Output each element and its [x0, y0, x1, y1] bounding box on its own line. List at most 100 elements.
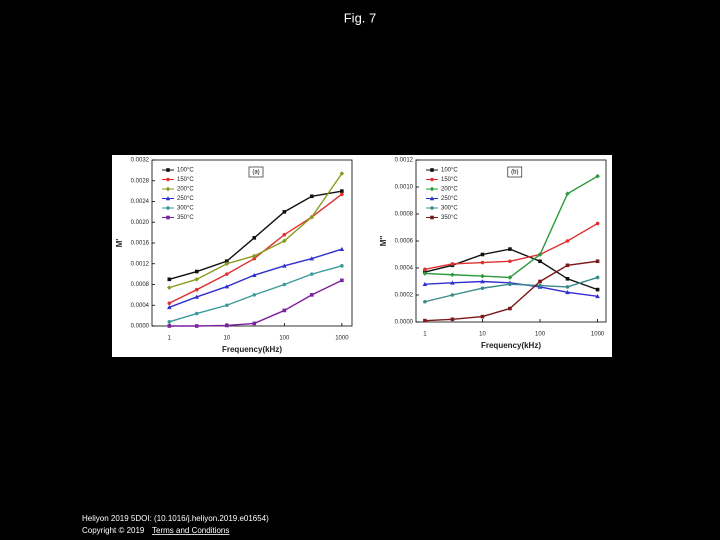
marker — [282, 282, 287, 287]
y-tick-label: 0.0008 — [131, 282, 150, 288]
y-tick-label: 0.0008 — [395, 212, 414, 218]
panel-label-box — [507, 166, 523, 178]
marker — [480, 273, 485, 279]
marker — [595, 221, 600, 226]
marker — [194, 269, 199, 274]
y-tick-label: 0.0016 — [131, 241, 150, 247]
y-tick-label: 0.0004 — [395, 266, 414, 272]
marker — [309, 194, 314, 199]
marker — [224, 261, 230, 267]
legend-label: 200°C — [177, 187, 194, 193]
marker — [340, 189, 344, 193]
marker — [224, 284, 230, 289]
marker — [309, 293, 314, 297]
y-tick-label: 0.0010 — [395, 185, 414, 191]
marker — [423, 299, 427, 304]
legend-label: 300°C — [441, 206, 458, 212]
x-tick-label: 1000 — [335, 336, 349, 342]
marker — [423, 267, 427, 272]
legend-marker — [430, 177, 434, 182]
legend-marker — [166, 177, 170, 182]
marker — [422, 281, 428, 286]
marker — [595, 173, 600, 179]
marker — [538, 279, 542, 284]
legend-marker — [430, 206, 434, 210]
marker — [340, 192, 344, 197]
marker — [450, 280, 455, 285]
marker — [252, 321, 257, 326]
legend-label: 350°C — [177, 215, 194, 221]
x-tick-label: 1000 — [591, 332, 605, 338]
marker — [225, 272, 229, 276]
marker — [423, 318, 427, 323]
legend-marker — [166, 168, 170, 172]
marker — [309, 256, 315, 261]
panel-label: (b) — [511, 170, 518, 176]
legend-label: 150°C — [177, 177, 194, 183]
marker — [167, 324, 172, 328]
y-tick-label: 0.0028 — [131, 178, 150, 184]
marker — [194, 324, 199, 328]
marker — [194, 277, 200, 282]
marker — [167, 320, 172, 324]
y-tick-label: 0.0004 — [131, 303, 150, 309]
x-tick-label: 100 — [279, 336, 290, 342]
marker — [595, 275, 600, 280]
marker — [225, 303, 229, 308]
y-tick-label: 0.0012 — [395, 158, 414, 164]
marker — [507, 275, 513, 280]
legend-label: 150°C — [441, 177, 458, 183]
marker — [508, 259, 512, 264]
y-tick-label: 0.0020 — [131, 220, 150, 226]
marker — [422, 271, 428, 276]
marker — [194, 294, 200, 299]
x-tick-label: 1 — [168, 336, 172, 342]
marker — [595, 287, 600, 292]
marker — [538, 259, 542, 264]
terms-link[interactable]: Terms and Conditions — [152, 526, 229, 535]
marker — [480, 252, 485, 257]
marker — [480, 260, 485, 265]
marker — [508, 282, 512, 287]
marker — [565, 277, 570, 281]
marker — [339, 246, 345, 252]
marker — [508, 247, 512, 251]
x-axis-label: Frequency(kHz) — [481, 341, 541, 350]
marker — [565, 290, 570, 295]
marker — [282, 210, 287, 214]
marker — [595, 259, 600, 264]
marker — [565, 239, 570, 243]
y-tick-label: 0.0000 — [395, 320, 414, 326]
marker — [251, 253, 257, 259]
marker — [565, 285, 570, 289]
legend-marker — [429, 196, 435, 201]
marker — [565, 263, 570, 268]
x-tick-label: 10 — [223, 336, 230, 342]
x-tick-label: 10 — [479, 332, 486, 338]
copyright: Copyright © 2019 — [82, 526, 145, 535]
legend-marker — [166, 206, 170, 210]
marker — [225, 259, 229, 263]
marker — [450, 293, 455, 297]
marker — [450, 272, 455, 278]
marker — [450, 262, 455, 266]
x-tick-label: 100 — [535, 332, 546, 338]
panel-label-box — [248, 166, 264, 178]
marker — [565, 191, 570, 197]
marker — [167, 285, 172, 290]
legend-marker — [165, 196, 171, 201]
legend-marker — [166, 215, 170, 220]
marker — [450, 317, 455, 322]
marker — [339, 171, 345, 176]
marker — [251, 272, 257, 277]
marker — [340, 264, 344, 268]
marker — [252, 256, 257, 261]
x-tick-label: 1 — [423, 332, 427, 338]
y-tick-label: 0.0000 — [131, 324, 150, 330]
marker — [194, 311, 199, 316]
legend-marker — [430, 215, 434, 220]
legend-label: 350°C — [441, 215, 458, 221]
marker — [167, 277, 172, 282]
